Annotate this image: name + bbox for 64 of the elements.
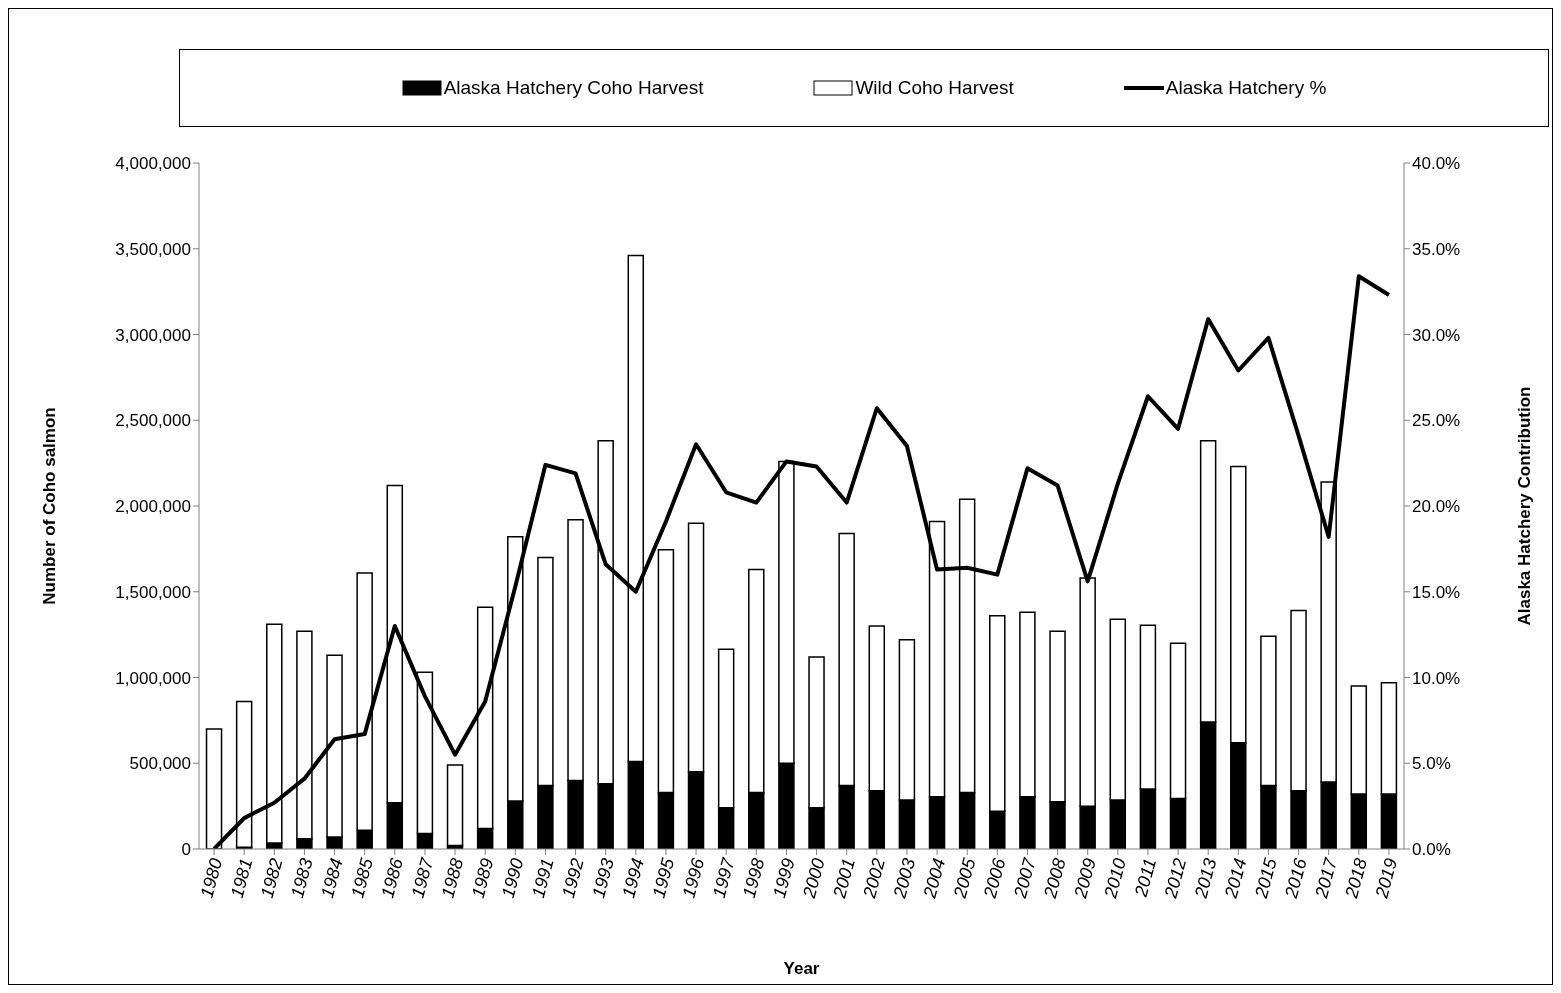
x-tick-label: 1996	[678, 855, 709, 901]
x-tick-label: 2011	[1130, 856, 1161, 900]
x-tick-label: 1999	[768, 856, 799, 901]
y-tick-label: 3,500,000	[115, 239, 191, 259]
x-tick-label: 2012	[1160, 856, 1191, 901]
x-tick-label: 1984	[317, 856, 347, 901]
x-tick-label: 2005	[949, 855, 980, 901]
y2-tick-label: 0.0%	[1412, 840, 1451, 860]
y-tick-label: 4,000,000	[115, 154, 191, 174]
x-tick-label: 1983	[286, 856, 317, 901]
x-tick-label: 1990	[497, 856, 528, 901]
x-tick-label: 1987	[407, 855, 438, 901]
y-tick-label: 2,500,000	[115, 411, 191, 431]
legend-label: Alaska Hatchery %	[1165, 77, 1327, 99]
y-tick-label: 3,000,000	[115, 325, 191, 345]
y-tick-label: 1,500,000	[115, 582, 191, 602]
x-tick-label: 1994	[618, 856, 649, 901]
x-tick-label: 2015	[1250, 855, 1281, 901]
x-tick-label: 2018	[1341, 856, 1372, 901]
x-axis-title: Year	[783, 959, 820, 978]
x-tick-label: 2001	[828, 856, 859, 901]
y2-tick-label: 10.0%	[1412, 668, 1461, 688]
x-tick-label: 1986	[377, 855, 408, 901]
x-tick-label: 1997	[708, 855, 739, 901]
x-tick-label: 2008	[1039, 856, 1070, 901]
x-tick-label: 1993	[588, 856, 618, 901]
y-tick-label: 500,000	[129, 754, 191, 774]
x-tick-label: 2009	[1069, 856, 1100, 901]
y2-tick-label: 15.0%	[1412, 582, 1461, 602]
x-tick-label: 1981	[226, 856, 257, 901]
legend-label: Alaska Hatchery Coho Harvest	[443, 77, 704, 99]
legend-label: Wild Coho Harvest	[855, 77, 1014, 99]
x-tick-label: 1991	[527, 856, 558, 901]
y2-tick-label: 40.0%	[1412, 154, 1461, 174]
y-tick-label: 2,000,000	[115, 497, 191, 517]
y2-tick-label: 30.0%	[1412, 325, 1461, 345]
x-tick-label: 2017	[1310, 855, 1342, 901]
x-tick-label: 2013	[1190, 856, 1221, 901]
x-tick-label: 1980	[196, 856, 227, 901]
y-axis-title: Number of Coho salmon	[40, 407, 60, 605]
y2-tick-label: 35.0%	[1412, 239, 1461, 259]
x-tick-label: 1989	[467, 856, 498, 901]
x-tick-label: 2010	[1100, 856, 1131, 901]
x-tick-label: 1988	[437, 856, 468, 901]
x-tick-label: 2002	[859, 856, 890, 901]
x-tick-label: 2003	[889, 856, 920, 901]
x-tick-label: 1992	[558, 856, 588, 901]
y2-tick-label: 25.0%	[1412, 411, 1461, 431]
y2-axis-title: Alaska Hatchery Contribution	[1515, 386, 1535, 626]
x-tick-label: 1982	[256, 856, 287, 901]
y2-tick-label: 20.0%	[1412, 497, 1461, 517]
x-tick-label: 2019	[1371, 856, 1402, 901]
y-tick-label: 0	[181, 840, 191, 860]
x-tick-label: 2004	[919, 856, 950, 901]
x-tick-label: 1998	[738, 856, 769, 901]
y2-tick-label: 5.0%	[1412, 754, 1451, 774]
x-tick-label: 2006	[979, 855, 1010, 901]
x-tick-label: 2014	[1220, 856, 1251, 901]
x-tick-label: 2007	[1009, 855, 1040, 901]
x-tick-label: 2016	[1280, 855, 1312, 901]
x-tick-label: 1985	[347, 855, 378, 901]
x-tick-label: 2000	[798, 856, 829, 901]
x-tick-label: 1995	[648, 855, 679, 901]
y-tick-label: 1,000,000	[115, 668, 191, 688]
